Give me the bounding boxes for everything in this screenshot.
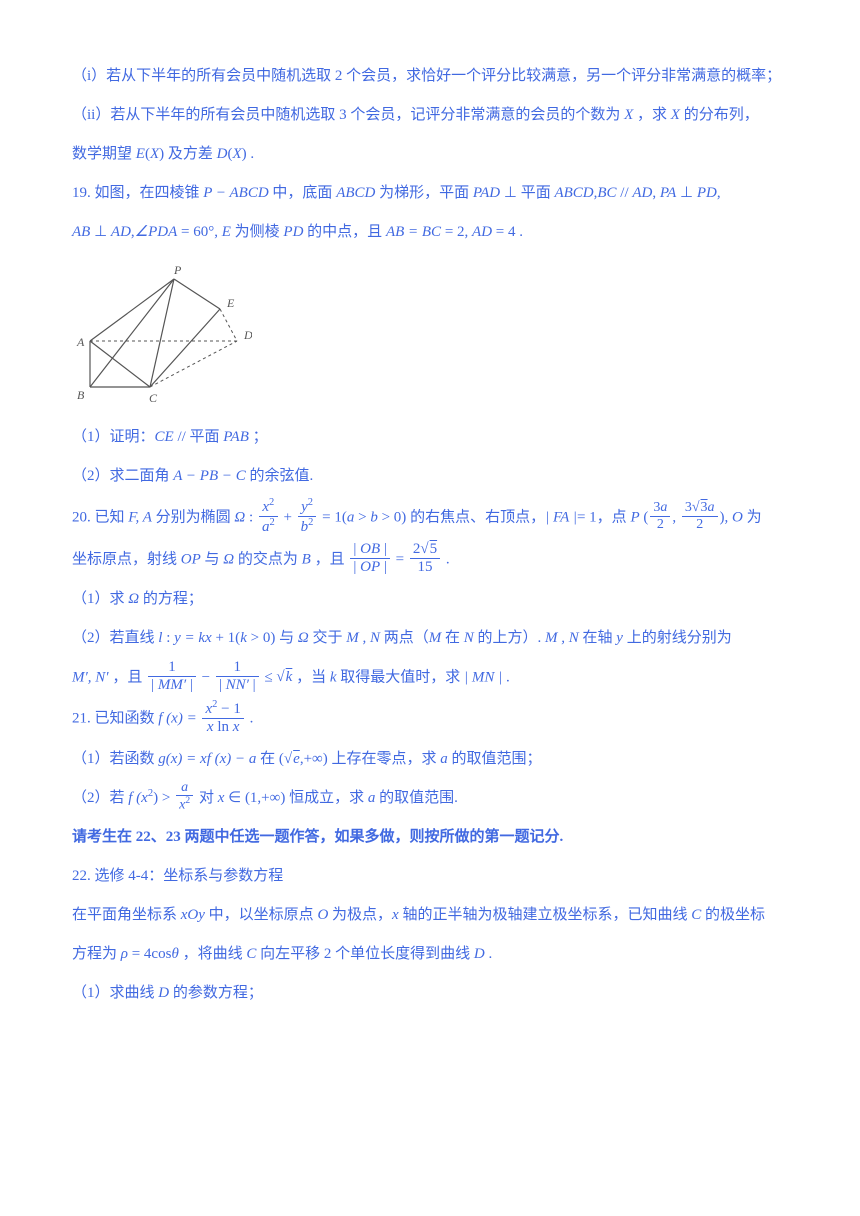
p20-line1: 20. 已知 F, A 分别为椭圆 Ω : x2a2 + y2b2 = 1(a …: [72, 499, 788, 537]
p19-line1: 19. 如图，在四棱锥 P − ABCD 中，底面 ABCD 为梯形，平面 PA…: [72, 177, 788, 210]
p20-line2: 坐标原点，射线 OP 与 Ω 的交点为 B ，且 | OB || OP | = …: [72, 543, 788, 577]
p20-1: （1）求 Ω 的方程；: [72, 583, 788, 616]
svg-text:E: E: [226, 296, 235, 310]
p20-2-line2: M′, N′ ，且 1| MM′ | − 1| NN′ | ≤ k ，当 k 取…: [72, 661, 788, 695]
svg-text:D: D: [243, 328, 252, 342]
p18-ii-line1: （ii）若从下半年的所有会员中随机选取 3 个会员，记评分非常满意的会员的个数为…: [72, 99, 788, 132]
p22-title: 22. 选修 4-4：坐标系与参数方程: [72, 860, 788, 893]
p20-2-line1: （2）若直线 l : y = kx + 1(k > 0) 与 Ω 交于 M , …: [72, 622, 788, 655]
svg-text:B: B: [77, 388, 85, 402]
p18-i: （i）若从下半年的所有会员中随机选取 2 个会员，求恰好一个评分比较满意，另一个…: [72, 60, 788, 93]
p21-line1: 21. 已知函数 f (x) = x2 − 1x ln x .: [72, 701, 788, 737]
svg-text:A: A: [76, 335, 85, 349]
svg-text:C: C: [149, 391, 158, 405]
p22-line1: 在平面角坐标系 xOy 中，以坐标原点 O 为极点，x 轴的正半轴为极轴建立极坐…: [72, 899, 788, 932]
p22-line2: 方程为 ρ = 4cosθ ，将曲线 C 向左平移 2 个单位长度得到曲线 D …: [72, 938, 788, 971]
svg-text:P: P: [173, 263, 182, 277]
p19-1: （1）证明：CE // 平面 PAB ；: [72, 421, 788, 454]
p18-ii-line2: 数学期望 E(X) 及方差 D(X) .: [72, 138, 788, 171]
p21-2: （2）若 f (x2) > ax2 对 x ∈ (1,+∞) 恒成立，求 a 的…: [72, 782, 788, 815]
exam-note: 请考生在 22、23 两题中任选一题作答，如果多做，则按所做的第一题记分.: [72, 821, 788, 854]
p19-2: （2）求二面角 A − PB − C 的余弦值.: [72, 460, 788, 493]
p22-1: （1）求曲线 D 的参数方程；: [72, 977, 788, 1010]
p19-line2: AB ⊥ AD,∠PDA = 60°, E 为侧棱 PD 的中点，且 AB = …: [72, 216, 788, 249]
pyramid-diagram: P E A D B C: [72, 259, 788, 409]
p21-1: （1）若函数 g(x) = xf (x) − a 在 (e,+∞) 上存在零点，…: [72, 743, 788, 776]
